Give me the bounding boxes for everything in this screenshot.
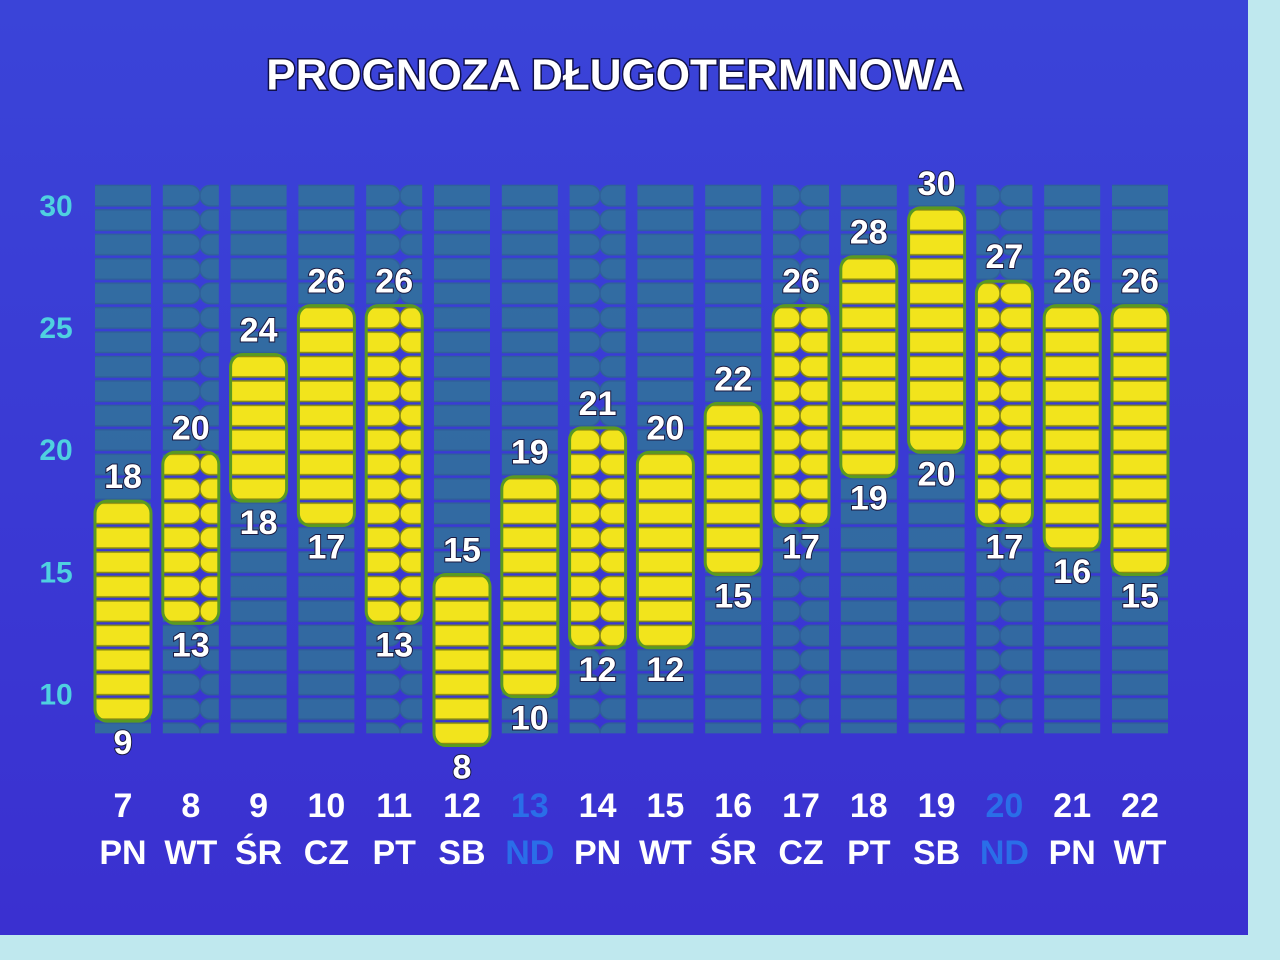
day-label: 9 <box>249 787 268 825</box>
day-label: 7 <box>114 787 133 825</box>
high-label: 24 <box>240 312 278 350</box>
high-label: 22 <box>714 360 752 398</box>
weekday-label: SB <box>913 834 960 872</box>
high-label: 18 <box>104 458 142 496</box>
high-label: 21 <box>579 385 617 423</box>
bar <box>771 304 831 528</box>
bar <box>229 353 289 503</box>
bar <box>568 426 628 650</box>
weekday-label: WT <box>164 834 217 872</box>
day-label: 13 <box>511 787 549 825</box>
bar <box>907 206 967 454</box>
day-label: 18 <box>850 787 888 825</box>
day-label: 22 <box>1121 787 1159 825</box>
day-label: 8 <box>181 787 200 825</box>
day-label: 11 <box>376 787 412 825</box>
low-label: 16 <box>1053 553 1091 591</box>
day-label: 17 <box>782 787 820 825</box>
low-label: 9 <box>114 724 133 762</box>
day-label: 15 <box>646 787 684 825</box>
weekday-label: CZ <box>778 834 823 872</box>
low-label: 10 <box>511 700 549 738</box>
weekday-label: PT <box>372 834 416 872</box>
high-label: 20 <box>646 409 684 447</box>
low-label: 15 <box>1121 577 1159 615</box>
low-label: 17 <box>985 529 1023 567</box>
y-tick-label: 15 <box>39 556 72 589</box>
bar <box>1110 304 1170 576</box>
weekday-label: ŚR <box>235 834 282 872</box>
low-label: 8 <box>453 749 472 787</box>
day-label: 21 <box>1053 787 1091 825</box>
bar <box>1042 304 1102 552</box>
low-label: 20 <box>918 455 956 493</box>
bar <box>635 450 695 650</box>
y-tick-label: 30 <box>39 190 72 223</box>
low-label: 12 <box>579 651 617 689</box>
high-label: 27 <box>985 238 1023 276</box>
bar <box>839 255 899 479</box>
high-label: 28 <box>850 214 888 252</box>
high-label: 26 <box>1053 263 1091 301</box>
low-label: 13 <box>172 626 210 664</box>
high-label: 15 <box>443 531 481 569</box>
weekday-label: ND <box>505 834 554 872</box>
high-label: 26 <box>375 263 413 301</box>
weekday-label: WT <box>639 834 692 872</box>
bar <box>432 572 492 748</box>
bar <box>296 304 356 528</box>
weekday-label: SB <box>438 834 485 872</box>
bar <box>161 450 221 625</box>
weekday-label: PN <box>99 834 146 872</box>
low-label: 17 <box>307 529 345 567</box>
low-label: 18 <box>240 504 278 542</box>
bar <box>93 499 153 723</box>
weekday-label: ŚR <box>710 834 757 872</box>
bar <box>703 401 763 576</box>
day-label: 19 <box>918 787 956 825</box>
weekday-label: ND <box>980 834 1029 872</box>
day-label: 14 <box>579 787 617 825</box>
low-label: 19 <box>850 480 888 518</box>
weekday-label: CZ <box>304 834 349 872</box>
bar <box>500 475 560 699</box>
day-label: 12 <box>443 787 481 825</box>
low-label: 15 <box>714 577 752 615</box>
bar <box>364 304 424 625</box>
y-tick-label: 20 <box>39 434 72 467</box>
day-label: 10 <box>307 787 345 825</box>
high-label: 26 <box>307 263 345 301</box>
chart-title: PROGNOZA DŁUGOTERMINOWA <box>266 51 963 100</box>
weekday-label: WT <box>1114 834 1167 872</box>
high-label: 20 <box>172 409 210 447</box>
high-label: 30 <box>918 165 956 203</box>
weekday-label: PT <box>847 834 891 872</box>
y-tick-label: 10 <box>39 679 72 712</box>
day-label: 20 <box>985 787 1023 825</box>
day-label: 16 <box>714 787 752 825</box>
low-label: 17 <box>782 529 820 567</box>
weekday-label: PN <box>574 834 621 872</box>
high-label: 19 <box>511 434 549 472</box>
high-label: 26 <box>1121 263 1159 301</box>
weekday-label: PN <box>1049 834 1096 872</box>
low-label: 12 <box>646 651 684 689</box>
bar <box>974 279 1034 528</box>
low-label: 13 <box>375 626 413 664</box>
high-label: 26 <box>782 263 820 301</box>
y-tick-label: 25 <box>39 312 72 345</box>
